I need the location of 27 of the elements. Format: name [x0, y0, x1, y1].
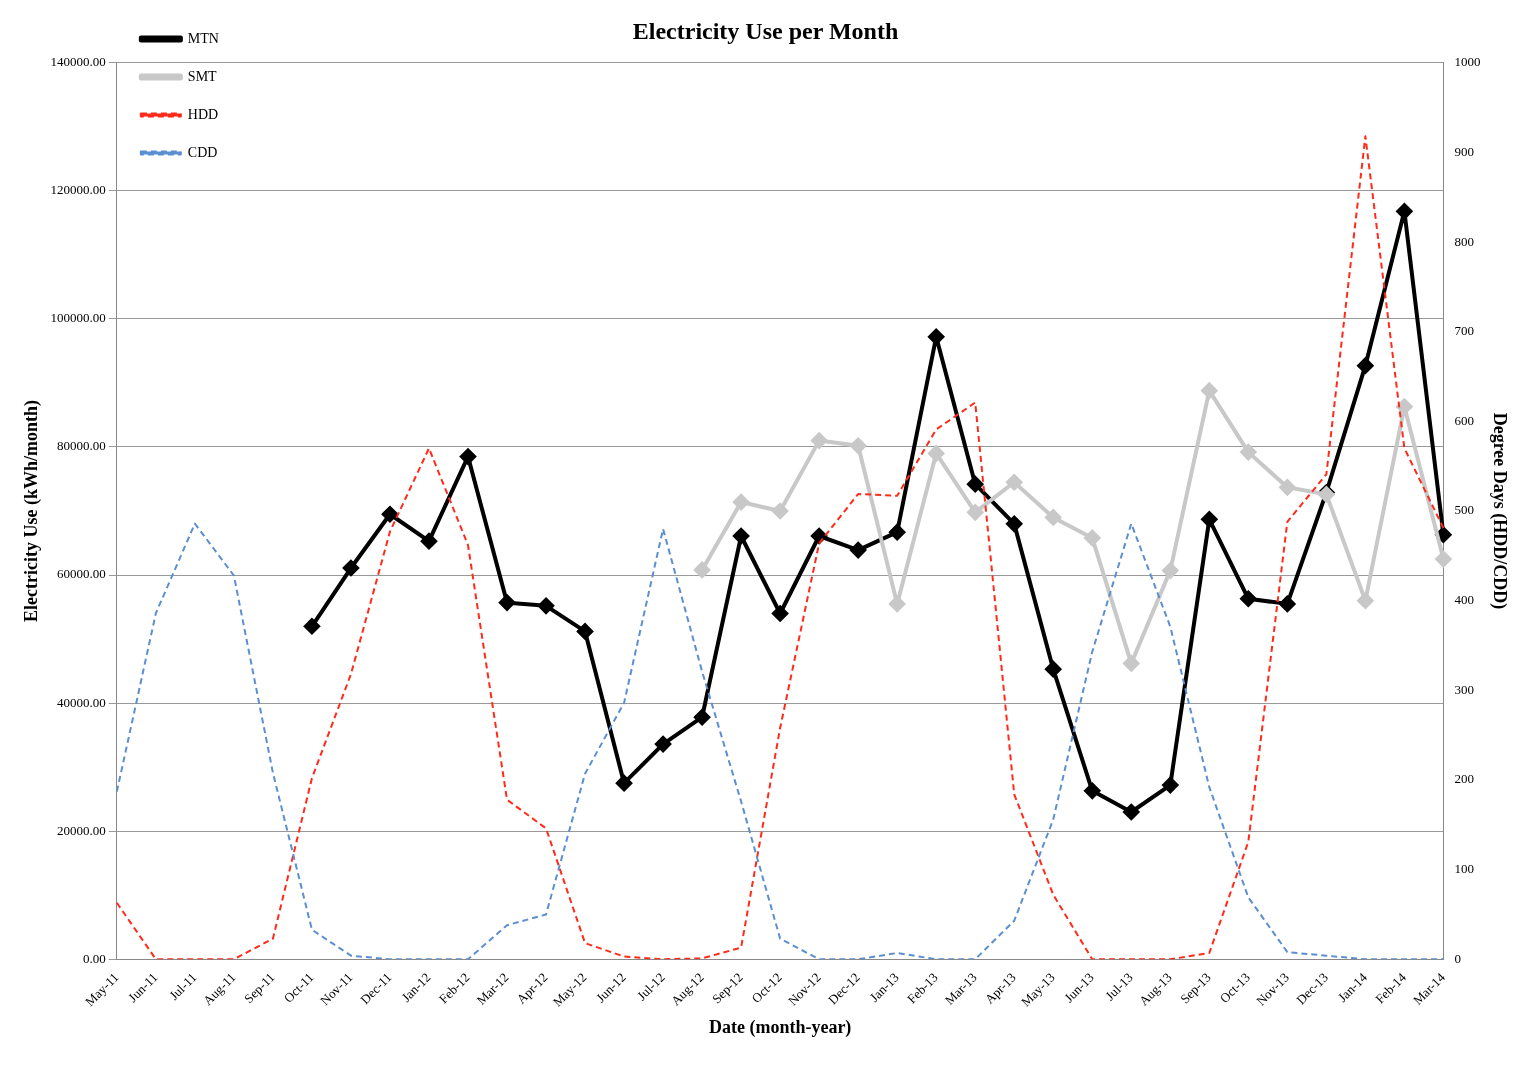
y-tick-label: 80000.00 — [57, 438, 106, 454]
y-tick-label: 20000.00 — [57, 822, 106, 838]
y2-tick-label: 800 — [1454, 233, 1474, 249]
legend-label: MTN — [187, 30, 219, 46]
y-tick-label: 100000.00 — [50, 310, 106, 326]
y2-tick-label: 300 — [1454, 681, 1474, 697]
y2-tick-label: 100 — [1454, 861, 1474, 877]
y2-tick-label: 900 — [1454, 143, 1474, 159]
y-axis-title: Electricity Use (kWh/month) — [21, 400, 43, 623]
y2-tick-label: 700 — [1454, 323, 1474, 339]
y-tick-label: 120000.00 — [50, 182, 106, 198]
y-tick-label: 140000.00 — [50, 54, 106, 70]
y2-tick-label: 0 — [1454, 950, 1461, 966]
y2-tick-label: 600 — [1454, 412, 1474, 428]
y-tick-label: 0.00 — [83, 950, 106, 966]
y2-axis-title: Degree Days (HDD/CDD) — [1488, 412, 1510, 610]
legend-label: SMT — [187, 68, 218, 84]
legend-label: CDD — [187, 144, 218, 160]
y-tick-label: 40000.00 — [57, 694, 106, 710]
y2-tick-label: 400 — [1454, 592, 1474, 608]
y2-tick-label: 200 — [1454, 771, 1474, 787]
y2-tick-label: 500 — [1454, 502, 1474, 518]
legend-label: HDD — [187, 106, 219, 122]
x-axis-title: Date (month-year) — [708, 1016, 852, 1038]
y2-tick-label: 1000 — [1454, 54, 1481, 70]
chart-title: Electricity Use per Month — [632, 17, 899, 44]
y-tick-label: 60000.00 — [57, 566, 106, 582]
